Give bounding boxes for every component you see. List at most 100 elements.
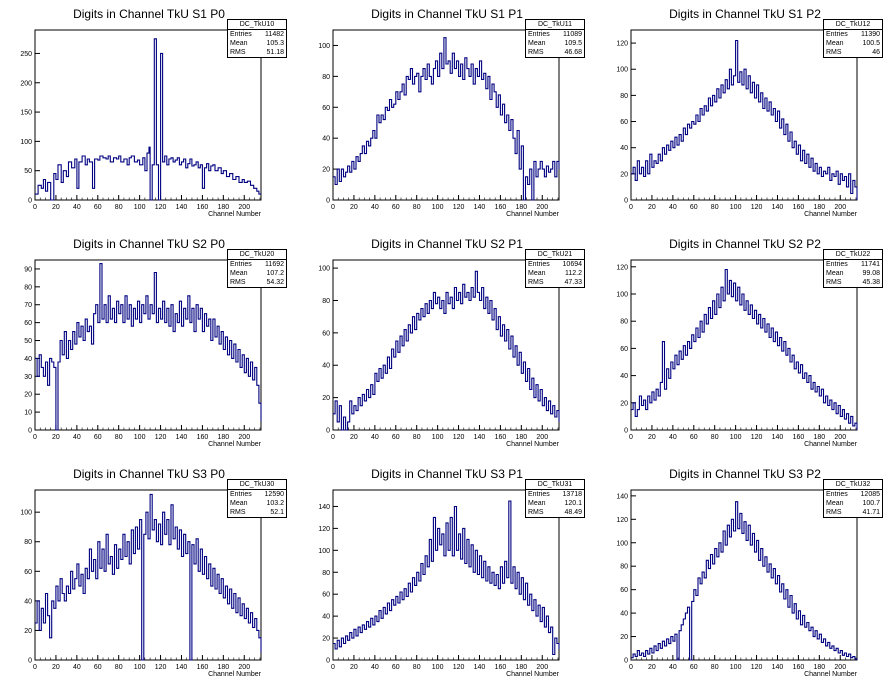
stats-label: Mean: [230, 40, 248, 47]
y-tick-label: 40: [322, 614, 330, 621]
x-tick-label: 200: [834, 434, 846, 441]
y-tick-label: 20: [322, 636, 330, 643]
x-tick-label: 140: [772, 434, 784, 441]
stats-label: Mean: [230, 500, 248, 507]
x-tick-label: 60: [392, 664, 400, 671]
plot-frame: [34, 489, 262, 661]
x-tick-label: 80: [711, 204, 719, 211]
x-axis-label: Channel Number: [208, 211, 262, 218]
x-tick-label: 20: [648, 204, 656, 211]
x-tick-label: 80: [115, 434, 123, 441]
panel-s1-p2: 0 20 40 60 80 100 120 140 160 180 200 0 20 40 60 80 100 1…: [596, 0, 894, 230]
histogram-plot: 0 20 40 60 80 100 120 140 160 180 200 0 20 40 60 80 100 1…: [616, 29, 858, 218]
x-tick-label: 100: [432, 664, 444, 671]
panel-title: Digits in Channel TkU S1 P2: [669, 7, 821, 21]
stats-value: 11741: [861, 261, 880, 268]
stats-row: Mean 99.08: [824, 269, 882, 278]
stats-row: Mean 107.2: [228, 269, 286, 278]
x-tick-label: 140: [474, 434, 486, 441]
stats-label: Mean: [528, 500, 546, 507]
x-tick-label: 20: [648, 664, 656, 671]
stats-title: DC_TkU32: [824, 480, 882, 490]
y-tick-label: 60: [322, 592, 330, 599]
histogram-plot: 0 20 40 60 80 100 120 140 160 180 200 0 20 40 60 80 100 C…: [318, 259, 560, 448]
panel-s3-p1: 0 20 40 60 80 100 120 140 160 180 200 0 20 40 60 80 100 1…: [298, 460, 596, 690]
panel-title: Digits in Channel TkU S2 P2: [669, 237, 821, 251]
y-tick-label: 0: [28, 658, 32, 665]
x-tick-label: 160: [197, 664, 209, 671]
x-tick-label: 60: [392, 204, 400, 211]
x-tick-label: 200: [834, 204, 846, 211]
stats-label: RMS: [826, 279, 842, 286]
x-tick-label: 140: [176, 434, 188, 441]
y-tick-label: 150: [20, 110, 32, 117]
stats-title: DC_TkU10: [228, 20, 286, 30]
stats-label: RMS: [826, 509, 842, 516]
x-tick-label: 180: [813, 204, 825, 211]
stats-box: DC_TkU32 Entries 12085 Mean 100.7 RMS 41.71: [823, 479, 883, 518]
x-tick-label: 160: [197, 434, 209, 441]
x-tick-label: 200: [238, 664, 250, 671]
y-tick-label: 100: [20, 139, 32, 146]
stats-value: 120.1: [564, 500, 582, 507]
x-tick-label: 40: [73, 664, 81, 671]
stats-value: 52.1: [270, 509, 284, 516]
histogram-plot: 0 20 40 60 80 100 120 140 160 180 200 0 20 40 60 80 100 1…: [318, 489, 560, 678]
stats-row: Mean 103.2: [228, 499, 286, 508]
x-tick-label: 0: [33, 664, 37, 671]
stats-row: Entries 11482: [228, 30, 286, 39]
y-tick-label: 80: [24, 539, 32, 546]
stats-label: RMS: [230, 509, 246, 516]
y-tick-label: 40: [322, 363, 330, 370]
histogram-line: [631, 39, 858, 200]
stats-row: Entries 12590: [228, 490, 286, 499]
x-tick-label: 180: [515, 434, 527, 441]
panel-s2-p1: 0 20 40 60 80 100 120 140 160 180 200 0 20 40 60 80 100 C…: [298, 230, 596, 460]
stats-row: Entries 12085: [824, 490, 882, 499]
x-tick-label: 140: [176, 204, 188, 211]
x-tick-label: 60: [94, 204, 102, 211]
plot-frame: [332, 489, 560, 661]
stats-box: DC_TkU11 Entries 11089 Mean 109.5 RMS 46.68: [525, 19, 585, 58]
stats-row: Mean 112.2: [526, 269, 584, 278]
histogram-line: [333, 500, 560, 656]
histogram-line: [631, 268, 858, 430]
x-tick-label: 100: [134, 434, 146, 441]
histogram-plot: 0 20 40 60 80 100 120 140 160 180 200 0 20 40 60 80 100 C…: [318, 29, 560, 218]
panel-title: Digits in Channel TkU S2 P0: [73, 237, 225, 251]
stats-row: Mean 105.3: [228, 39, 286, 48]
x-tick-label: 120: [453, 664, 465, 671]
stats-value: 100.5: [862, 40, 880, 47]
stats-label: Mean: [528, 270, 546, 277]
y-tick-label: 40: [322, 136, 330, 143]
stats-label: Mean: [230, 270, 248, 277]
stats-title: DC_TkU31: [526, 480, 584, 490]
x-tick-label: 120: [751, 204, 763, 211]
stats-value: 105.3: [266, 40, 284, 47]
stats-value: 100.7: [862, 500, 880, 507]
stats-label: RMS: [826, 49, 842, 56]
panel-title: Digits in Channel TkU S3 P1: [371, 467, 523, 481]
stats-row: RMS 48.49: [526, 508, 584, 517]
stats-row: Entries 11089: [526, 30, 584, 39]
stats-title: DC_TkU11: [526, 20, 584, 30]
x-tick-label: 80: [711, 664, 719, 671]
x-tick-label: 100: [730, 204, 742, 211]
y-tick-label: 0: [624, 198, 628, 205]
stats-label: RMS: [528, 509, 544, 516]
x-tick-label: 200: [536, 434, 548, 441]
stats-value: 11089: [563, 31, 582, 38]
x-tick-label: 160: [495, 664, 507, 671]
plot-frame: [332, 29, 560, 201]
plot-frame: [630, 29, 858, 201]
stats-value: 41.71: [862, 509, 880, 516]
y-tick-label: 20: [322, 167, 330, 174]
y-tick-label: 120: [616, 517, 628, 524]
x-tick-label: 160: [495, 434, 507, 441]
y-tick-label: 80: [322, 74, 330, 81]
x-tick-label: 100: [134, 204, 146, 211]
stats-box: DC_TkU20 Entries 11692 Mean 107.2 RMS 54.32: [227, 249, 287, 288]
stats-row: RMS 45.38: [824, 278, 882, 287]
x-tick-label: 200: [238, 434, 250, 441]
